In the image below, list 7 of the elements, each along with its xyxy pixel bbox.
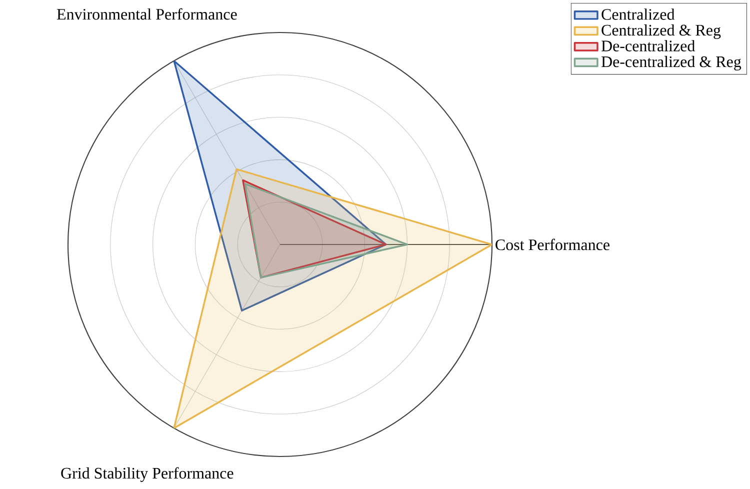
spoke-label: Cost Performance	[496, 238, 610, 250]
legend-label: De-centralized & Reg	[601, 56, 742, 70]
legend-label: De-centralized	[601, 40, 695, 52]
spoke-label: Environmental Performance	[56, 8, 237, 20]
legend-label: Centralized	[602, 8, 675, 20]
spoke-label: Grid Stability Performance	[61, 467, 234, 482]
legend-label: Centralized & Reg	[602, 24, 721, 39]
